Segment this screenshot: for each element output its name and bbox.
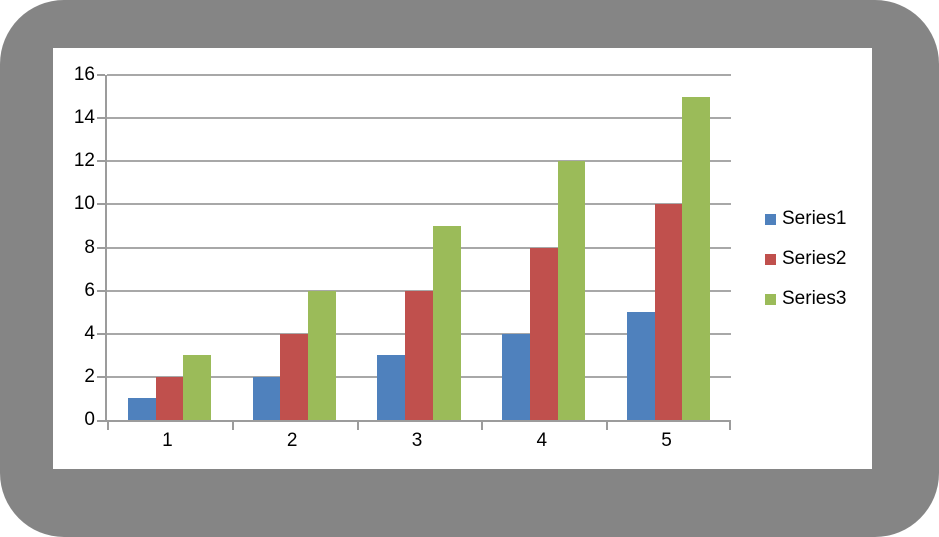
legend-label: Series1 [782, 208, 847, 229]
series1-swatch-icon [765, 213, 776, 225]
y-axis: 0 2 4 6 8 10 12 14 16 [53, 64, 95, 430]
x-axis: 1 2 3 4 5 [105, 430, 729, 460]
y-axis-tick-label: 14 [73, 107, 95, 129]
x-axis-tick-label: 2 [286, 430, 298, 451]
bar-series1-cat2 [252, 376, 281, 420]
bar-series2-cat5 [654, 204, 683, 420]
bar-series3-cat4 [557, 161, 586, 420]
x-tick-mark [231, 422, 234, 430]
gridline-y8 [107, 246, 731, 249]
bar-series2-cat4 [529, 247, 558, 420]
legend-item-series2: Series2 [765, 248, 846, 270]
x-tick-mark [481, 422, 484, 430]
x-tick-mark [107, 422, 109, 430]
bar-series1-cat5 [627, 312, 655, 420]
y-axis-tick-label: 8 [84, 236, 95, 258]
gridline-y10 [107, 203, 731, 206]
bar-series3-cat2 [308, 290, 336, 420]
bar-series1-cat1 [127, 398, 156, 420]
y-tick-mark [97, 420, 105, 422]
y-axis-tick-label: 4 [84, 322, 95, 344]
x-tick-mark [729, 422, 731, 430]
bar-series3-cat1 [183, 355, 211, 420]
legend-item-series3: Series3 [765, 288, 846, 310]
bar-series3-cat5 [682, 96, 711, 420]
y-axis-tick-label: 16 [73, 64, 95, 85]
y-axis-tick-label: 10 [73, 193, 95, 215]
bar-series3-cat3 [432, 225, 461, 420]
y-tick-mark [97, 332, 105, 335]
y-tick-mark [97, 203, 105, 206]
x-tick-mark [606, 422, 609, 430]
y-tick-mark [97, 246, 105, 249]
series2-swatch-icon [765, 253, 776, 265]
legend-label: Series2 [782, 248, 847, 269]
y-tick-mark [97, 375, 105, 378]
y-axis-tick-label: 12 [73, 150, 95, 172]
x-tick-mark [356, 422, 359, 430]
legend-label: Series3 [782, 288, 847, 309]
y-tick-mark [97, 160, 105, 163]
bar-series1-cat4 [502, 333, 530, 420]
gridline-y12 [107, 160, 731, 163]
y-axis-tick-label: 2 [84, 365, 95, 387]
bar-series2-cat2 [280, 333, 309, 420]
y-tick-mark [97, 117, 105, 120]
legend-item-series1: Series1 [765, 208, 846, 230]
bar-series2-cat1 [155, 376, 184, 420]
x-axis-tick-label: 1 [162, 430, 173, 451]
y-tick-mark [97, 74, 105, 76]
bar-series1-cat3 [377, 355, 406, 420]
y-axis-tick-label: 0 [84, 409, 95, 430]
x-axis-tick-label: 4 [536, 430, 548, 451]
gridline-y14 [107, 117, 731, 120]
x-axis-tick-label: 5 [661, 430, 672, 451]
gridline-y16 [107, 74, 731, 76]
plot-area [97, 74, 731, 430]
series3-swatch-icon [765, 293, 776, 305]
bar-series2-cat3 [405, 290, 433, 420]
x-axis-tick-label: 3 [411, 430, 423, 451]
y-axis-tick-label: 6 [84, 279, 95, 301]
y-tick-mark [97, 289, 105, 292]
